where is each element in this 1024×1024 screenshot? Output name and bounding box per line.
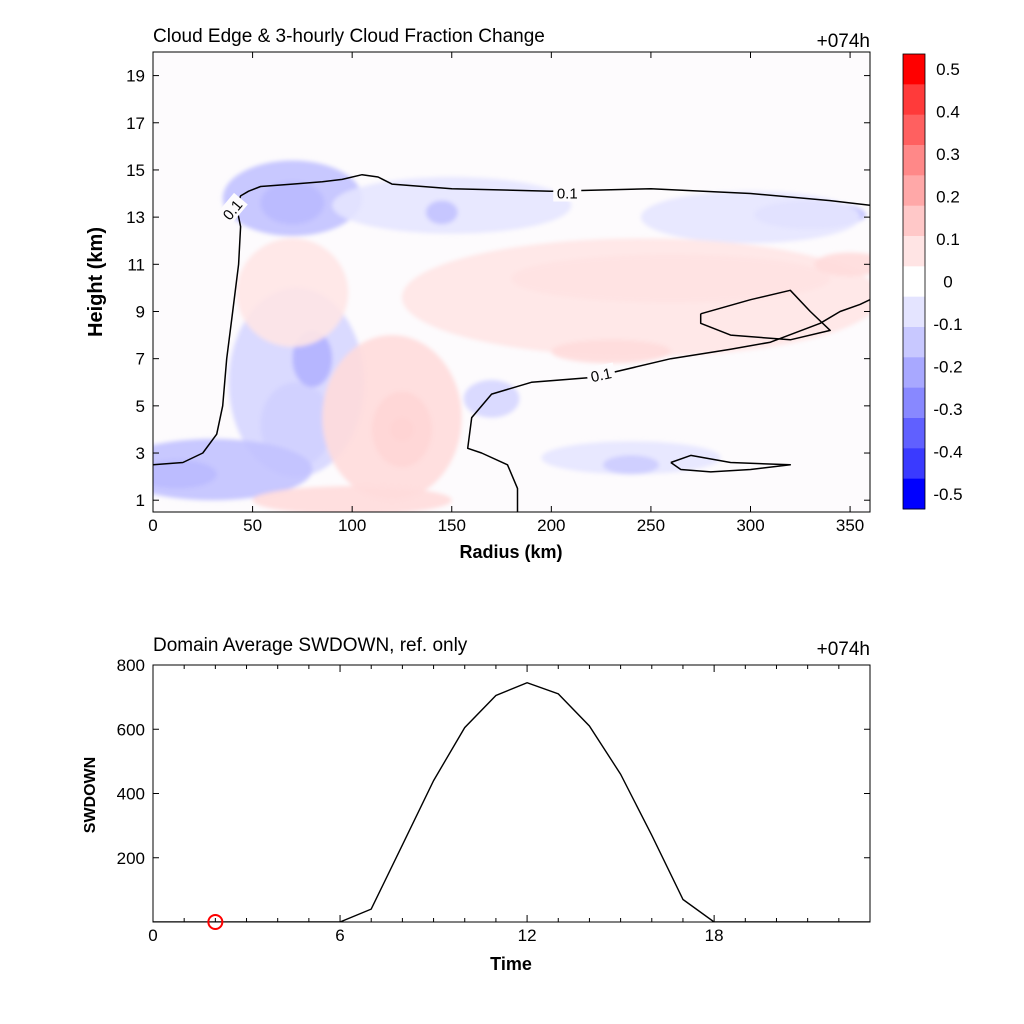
y-tick-label: 7 [136, 350, 145, 369]
colorbar-swatch [903, 478, 925, 510]
colorbar-swatch [903, 145, 925, 176]
x-tick-label: 250 [637, 516, 665, 535]
y-tick-label: 1 [136, 491, 145, 510]
cloud-fraction-region [425, 200, 458, 225]
cloud-fraction-region [551, 339, 671, 364]
swdown-x-tick-label: 0 [148, 926, 157, 945]
colorbar-label: 0.1 [936, 230, 960, 249]
cloud-edge-contour-line [466, 299, 870, 512]
y-tick-label: 17 [126, 114, 145, 133]
colorbar-label: -0.4 [933, 442, 962, 461]
colorbar-swatches [903, 54, 925, 510]
swdown-panel: Domain Average SWDOWN, ref. only +074h 0… [82, 635, 871, 974]
colorbar-label: -0.2 [933, 357, 962, 376]
colorbar-swatch [903, 266, 925, 298]
colorbar-swatch [903, 418, 925, 449]
cloud-fraction-region [603, 455, 659, 475]
contour-label-background [553, 183, 582, 202]
swdown-panel-time-label: +074h [817, 639, 870, 660]
colorbar-label: 0.2 [936, 188, 960, 207]
swdown-y-tick-label: 200 [117, 849, 145, 868]
contour-labels: 0.10.10.1 [216, 183, 617, 386]
contour-label: 0.1 [589, 365, 613, 386]
cloud-edge-contours [153, 173, 870, 512]
colorbar-label: 0.5 [936, 60, 960, 79]
swdown-x-tick-label: 6 [335, 926, 344, 945]
colorbar-swatch [903, 54, 925, 85]
x-tick-label: 150 [438, 516, 466, 535]
x-tick-label: 0 [148, 516, 157, 535]
colorbar-label: -0.1 [933, 315, 962, 334]
colorbar-swatch [903, 84, 925, 116]
swdown-x-tick-label: 18 [705, 926, 724, 945]
contour-plot-frame [152, 51, 871, 513]
cloud-fraction-region [322, 335, 462, 501]
cloud-fraction-field [153, 160, 870, 512]
contour-label-background [216, 192, 248, 226]
x-axis-label: Radius (km) [459, 542, 562, 562]
swdown-line [153, 681, 870, 922]
x-tick-label: 200 [537, 516, 565, 535]
y-axis-label: Height (km) [85, 227, 107, 337]
cloud-fraction-region [640, 191, 861, 244]
colorbar-frame [902, 53, 926, 510]
colorbar-swatch [903, 236, 925, 267]
x-tick-label: 350 [836, 516, 864, 535]
contour-label-background [585, 362, 617, 386]
swdown-x-tick-label: 12 [518, 926, 537, 945]
colorbar-label: 0 [943, 273, 952, 292]
y-tick-label: 13 [126, 208, 145, 227]
colorbar-swatch [903, 327, 925, 358]
y-tick-label: 19 [126, 67, 145, 86]
cloud-fraction-region [153, 438, 313, 501]
cloud-fraction-region [814, 252, 870, 277]
current-time-marker [207, 914, 224, 930]
contour-panel-time-label: +074h [817, 31, 870, 52]
swdown-y-tick-label: 600 [117, 720, 145, 739]
colorbar-label: -0.5 [933, 485, 962, 504]
cloud-edge-contour-line [670, 454, 792, 473]
swdown-series [153, 681, 870, 922]
swdown-panel-title: Domain Average SWDOWN, ref. only [153, 635, 468, 656]
colorbar-label: 0.3 [936, 145, 960, 164]
x-tick-label: 300 [736, 516, 764, 535]
x-tick-label: 100 [338, 516, 366, 535]
colorbar-label: -0.3 [933, 400, 962, 419]
colorbar-swatch [903, 175, 925, 207]
colorbar-swatch [903, 387, 925, 419]
swdown-y-axis-label: SWDOWN [82, 757, 99, 833]
y-tick-label: 3 [136, 444, 145, 463]
cloud-fraction-region [252, 486, 452, 512]
colorbar: 0.5 0.4 0.3 0.2 0.1 0 -0.1 -0.2 -0.3 -0.4 -0.5 [902, 53, 963, 510]
cloud-edge-contour-line [699, 289, 831, 341]
contour-panel-title: Cloud Edge & 3-hourly Cloud Fraction Cha… [153, 26, 545, 47]
colorbar-swatch [903, 448, 925, 480]
y-tick-label: 15 [126, 161, 145, 180]
colorbar-swatch [903, 296, 925, 328]
x-tick-label: 50 [243, 516, 262, 535]
swdown-y-tick-label: 400 [117, 785, 145, 804]
y-tick-label: 5 [136, 397, 145, 416]
cloud-fraction-region [463, 379, 520, 418]
swdown-x-axis-label: Time [490, 954, 532, 974]
colorbar-swatch [903, 205, 925, 237]
contour-panel: Cloud Edge & 3-hourly Cloud Fraction Cha… [85, 26, 871, 562]
y-tick-label: 11 [127, 255, 145, 274]
colorbar-labels: 0.5 0.4 0.3 0.2 0.1 0 -0.1 -0.2 -0.3 -0.4 -0.5 [933, 60, 962, 504]
cloud-fraction-region [402, 238, 870, 357]
contour-label: 0.1 [557, 186, 578, 203]
x-axis-ticks: 0 50 100 150 200 250 300 350 [148, 52, 864, 535]
cloud-edge-contour-line [153, 173, 870, 466]
colorbar-swatch [903, 114, 925, 146]
swdown-y-axis-ticks: 200 400 600 800 [117, 656, 870, 868]
swdown-plot-frame [152, 664, 871, 923]
swdown-y-tick-label: 800 [117, 656, 145, 675]
cloud-fraction-region [236, 238, 349, 347]
cloud-fraction-region [222, 160, 363, 236]
colorbar-swatch [903, 357, 925, 389]
y-tick-label: 9 [136, 302, 145, 321]
colorbar-label: 0.4 [936, 103, 960, 122]
